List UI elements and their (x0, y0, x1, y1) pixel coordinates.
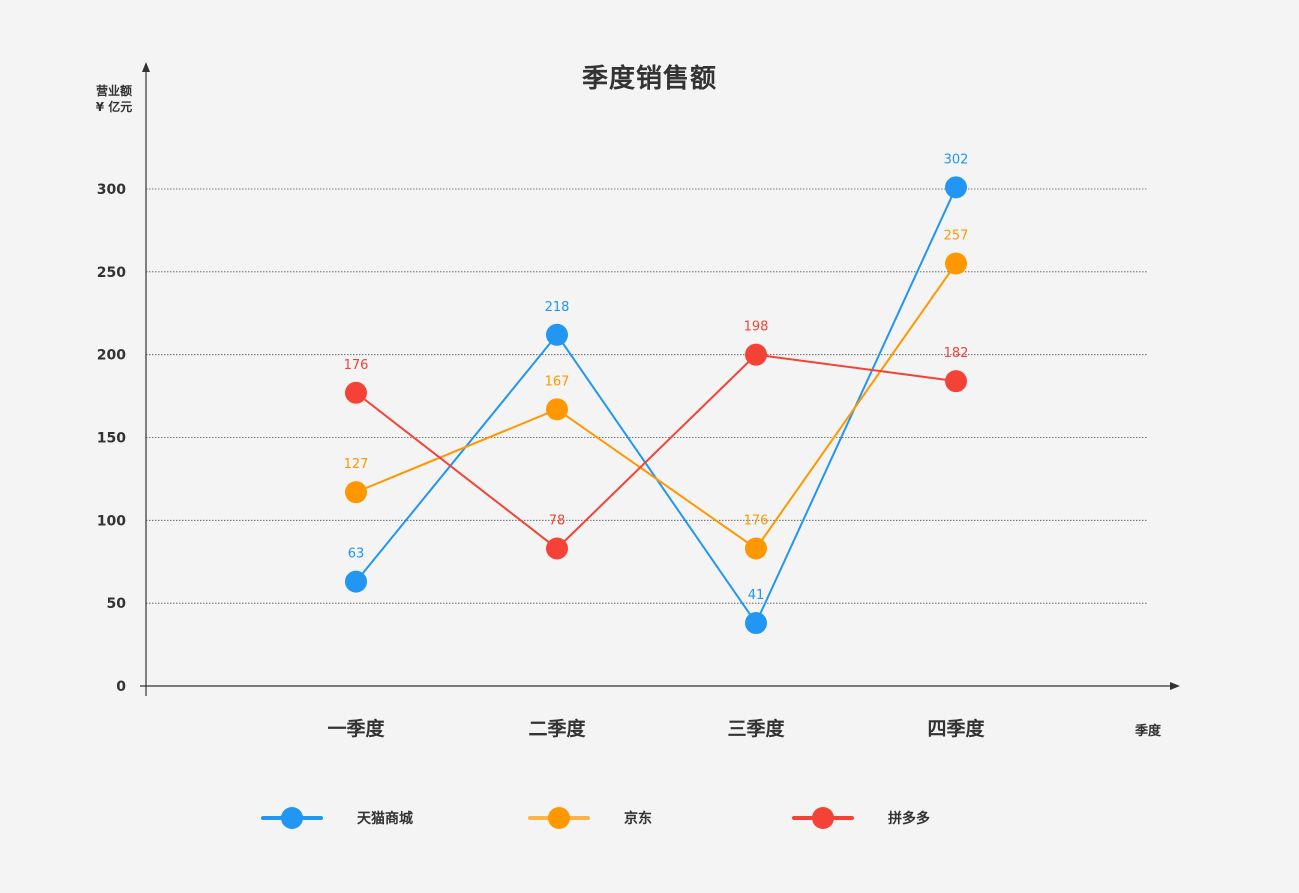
chart-legend: 天猫商城 京东 拼多多 (0, 800, 1299, 836)
y-axis-label: 营业额 ¥ 亿元 (84, 83, 144, 115)
y-tick-label: 200 (97, 348, 126, 364)
data-label: 182 (944, 346, 969, 361)
data-point (546, 323, 568, 346)
data-point (345, 481, 367, 504)
x-tick-label: 四季度 (927, 717, 985, 740)
y-tick-label: 300 (97, 182, 126, 198)
data-label: 78 (549, 513, 566, 528)
legend-label: 天猫商城 (357, 811, 413, 827)
data-label: 63 (348, 547, 365, 562)
series-line-0 (355, 186, 957, 626)
data-point (745, 343, 767, 366)
legend-swatch-icon (528, 800, 590, 836)
data-label: 176 (344, 358, 369, 373)
legend-swatch-icon (792, 800, 854, 836)
y-tick-label: 250 (97, 265, 126, 281)
y-tick-label: 100 (97, 513, 126, 529)
x-tick-label: 三季度 (727, 717, 785, 740)
data-point (745, 537, 767, 560)
data-label: 41 (748, 588, 765, 603)
y-tick-label: 0 (116, 679, 126, 695)
x-tick-label: 二季度 (528, 717, 586, 740)
x-tick-label: 一季度 (327, 717, 385, 740)
data-point (945, 252, 967, 275)
data-point (745, 612, 767, 635)
x-axis-arrow-icon (1170, 682, 1180, 690)
legend-dot (548, 807, 570, 829)
legend-item[interactable]: 天猫商城 (261, 800, 413, 836)
data-point (945, 176, 967, 199)
series-line-1 (355, 262, 957, 550)
legend-label: 拼多多 (888, 811, 930, 827)
data-point (345, 381, 367, 404)
y-axis-arrow-icon (142, 62, 150, 72)
x-axis-label: 季度 (1134, 724, 1161, 739)
legend-dot (812, 807, 834, 829)
data-label: 176 (744, 513, 769, 528)
data-label: 127 (344, 457, 369, 472)
data-point (345, 570, 367, 593)
y-axis-label-line2: ¥ 亿元 (95, 100, 133, 114)
legend-item[interactable]: 拼多多 (792, 800, 930, 836)
chart-title: 季度销售额 (581, 64, 717, 94)
y-tick-label: 50 (107, 596, 127, 612)
data-label: 218 (545, 300, 570, 315)
data-label: 257 (944, 229, 969, 244)
legend-dot (281, 807, 303, 829)
data-point (546, 537, 568, 560)
data-point (546, 398, 568, 421)
y-axis-label-line1: 营业额 (95, 84, 132, 98)
data-label: 198 (744, 320, 769, 335)
legend-item[interactable]: 京东 (528, 800, 652, 836)
legend-swatch-icon (261, 800, 323, 836)
series-line-2 (355, 353, 957, 550)
data-point (945, 370, 967, 393)
data-label: 302 (944, 152, 969, 167)
legend-label: 京东 (624, 811, 652, 827)
data-label: 167 (545, 374, 570, 389)
y-tick-label: 150 (97, 431, 126, 447)
